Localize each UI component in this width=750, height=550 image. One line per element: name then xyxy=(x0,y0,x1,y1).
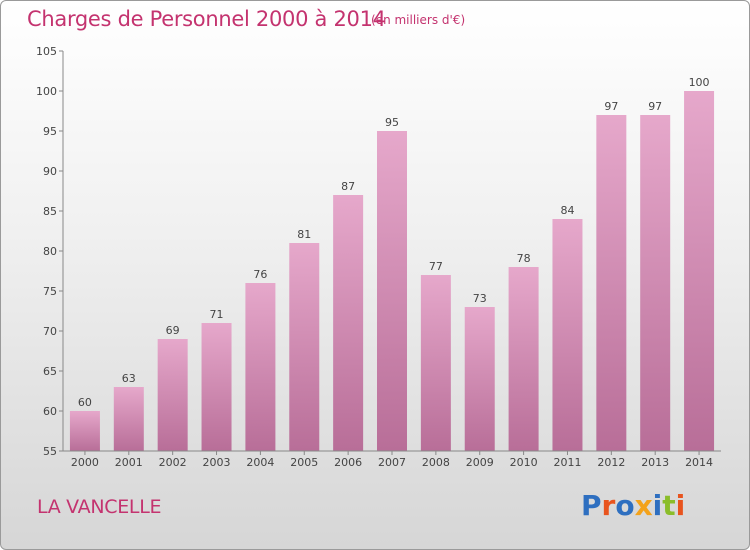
x-tick-label: 2011 xyxy=(553,456,581,469)
y-tick-label: 100 xyxy=(36,85,57,98)
logo-letter: t xyxy=(662,489,676,522)
x-tick-label: 2008 xyxy=(422,456,450,469)
y-tick-label: 70 xyxy=(43,325,57,338)
location-label: LA VANCELLE xyxy=(37,496,162,518)
bar xyxy=(508,267,539,451)
logo-letter: P xyxy=(581,489,602,522)
y-axis: 55 60 65 70 75 80 85 90 95 100 105 xyxy=(36,45,64,458)
bar xyxy=(69,411,100,451)
chart-subtitle: (en milliers d'€) xyxy=(371,13,466,27)
bar-value-label: 76 xyxy=(253,268,267,281)
bar-value-label: 78 xyxy=(517,252,531,265)
bar-value-label: 77 xyxy=(429,260,443,273)
x-tick-label: 2013 xyxy=(641,456,669,469)
x-tick-label: 2005 xyxy=(290,456,318,469)
x-tick-label: 2004 xyxy=(246,456,274,469)
x-tick-label: 2000 xyxy=(71,456,99,469)
bar-value-label: 100 xyxy=(689,76,710,89)
bar xyxy=(201,323,232,451)
bar xyxy=(113,387,144,451)
bar xyxy=(420,275,451,451)
logo-letter: i xyxy=(675,489,686,522)
x-tick-label: 2014 xyxy=(685,456,713,469)
x-tick-label: 2009 xyxy=(466,456,494,469)
logo-letter: o xyxy=(615,489,635,522)
bar xyxy=(684,91,715,451)
x-tick-label: 2001 xyxy=(115,456,143,469)
x-tick-label: 2007 xyxy=(378,456,406,469)
logo-letter: r xyxy=(601,489,616,522)
y-tick-label: 90 xyxy=(43,165,57,178)
proxiti-logo[interactable]: Proxiti xyxy=(581,489,685,523)
bar xyxy=(333,195,364,451)
bar xyxy=(640,115,671,451)
bar-value-label: 95 xyxy=(385,116,399,129)
bar-value-label: 60 xyxy=(78,396,92,409)
y-tick-label: 65 xyxy=(43,365,57,378)
bar xyxy=(157,339,188,451)
y-tick-label: 75 xyxy=(43,285,57,298)
y-tick-label: 95 xyxy=(43,125,57,138)
y-tick-label: 85 xyxy=(43,205,57,218)
bar-value-label: 63 xyxy=(122,372,136,385)
bar-value-label: 97 xyxy=(648,100,662,113)
bar-value-label: 97 xyxy=(604,100,618,113)
x-tick-label: 2003 xyxy=(203,456,231,469)
bar-value-label: 84 xyxy=(560,204,574,217)
bar xyxy=(464,307,495,451)
x-tick-label: 2006 xyxy=(334,456,362,469)
chart-title: Charges de Personnel 2000 à 2014 xyxy=(27,7,386,31)
bar xyxy=(377,131,407,451)
logo-letter: x xyxy=(634,489,653,522)
x-tick-label: 2012 xyxy=(597,456,625,469)
bar-value-label: 87 xyxy=(341,180,355,193)
y-tick-label: 55 xyxy=(43,445,57,458)
bar xyxy=(245,283,276,451)
bar-value-label: 73 xyxy=(473,292,487,305)
x-axis: 2000 2001 2002 2003 2004 2005 2006 2007 2008 2009… xyxy=(63,450,721,469)
bar xyxy=(289,243,320,451)
bar-value-label: 71 xyxy=(210,308,224,321)
x-tick-label: 2010 xyxy=(510,456,538,469)
y-tick-label: 105 xyxy=(36,45,57,58)
bar xyxy=(552,219,583,451)
bar-value-label: 81 xyxy=(297,228,311,241)
bar-value-label: 69 xyxy=(166,324,180,337)
x-tick-label: 2002 xyxy=(159,456,187,469)
y-tick-label: 60 xyxy=(43,405,57,418)
y-tick-label: 80 xyxy=(43,245,57,258)
bars: 60 63 69 71 76 81 87 95 77 73 78 84 97 97 100 xyxy=(69,76,715,451)
logo-letter: i xyxy=(652,489,663,522)
bar xyxy=(596,115,627,451)
